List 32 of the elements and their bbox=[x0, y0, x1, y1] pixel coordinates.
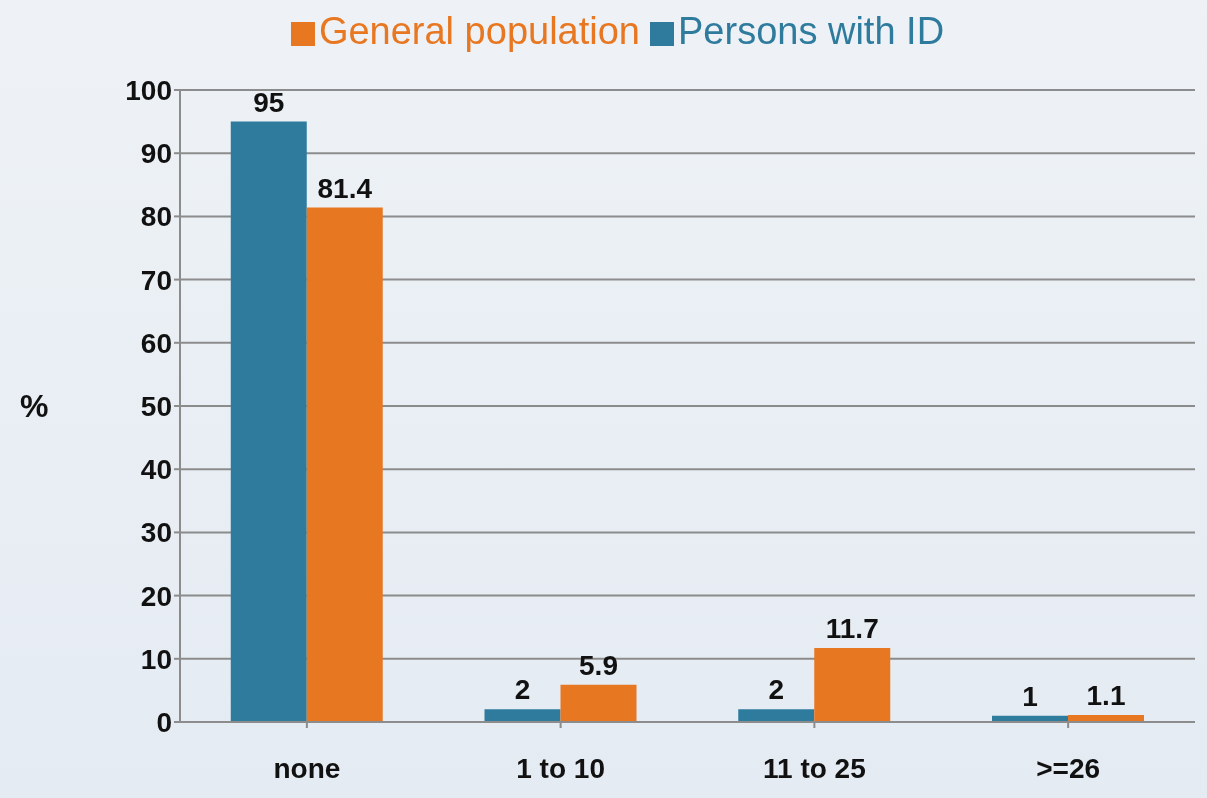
y-tick-label: 40 bbox=[140, 454, 172, 486]
bar bbox=[306, 207, 383, 722]
y-tick-label: 70 bbox=[140, 264, 172, 296]
x-tick-label: >=26 bbox=[1036, 752, 1101, 784]
data-label: 1.1 bbox=[1086, 680, 1126, 712]
bar bbox=[738, 709, 815, 722]
y-tick-label: 0 bbox=[156, 706, 172, 738]
data-label: 95 bbox=[253, 86, 285, 118]
x-tick-label: none bbox=[273, 752, 341, 784]
y-axis-title: % bbox=[20, 388, 49, 425]
data-label: 2 bbox=[514, 674, 531, 706]
data-label: 81.4 bbox=[317, 172, 373, 204]
x-tick-label: 11 to 25 bbox=[763, 752, 866, 784]
y-tick-label: 90 bbox=[140, 138, 172, 170]
bar bbox=[484, 709, 561, 722]
y-tick-label: 30 bbox=[140, 517, 172, 549]
y-tick-label: 80 bbox=[140, 201, 172, 233]
bar bbox=[560, 684, 637, 722]
x-tick-label: 1 to 10 bbox=[516, 752, 605, 784]
legend-label: Persons with ID bbox=[678, 10, 945, 52]
legend-label: General population bbox=[318, 10, 641, 52]
y-tick-label: 100 bbox=[125, 74, 172, 106]
data-label: 11.7 bbox=[825, 613, 879, 645]
y-tick-label: 10 bbox=[140, 643, 172, 675]
data-label: 1 bbox=[1022, 680, 1038, 712]
data-label: 2 bbox=[768, 674, 785, 706]
y-tick-label: 60 bbox=[140, 327, 172, 359]
bar bbox=[230, 121, 307, 722]
bar bbox=[814, 648, 891, 722]
y-tick-label: 50 bbox=[140, 390, 172, 422]
y-tick-label: 20 bbox=[140, 580, 172, 612]
data-label: 5.9 bbox=[579, 649, 618, 681]
